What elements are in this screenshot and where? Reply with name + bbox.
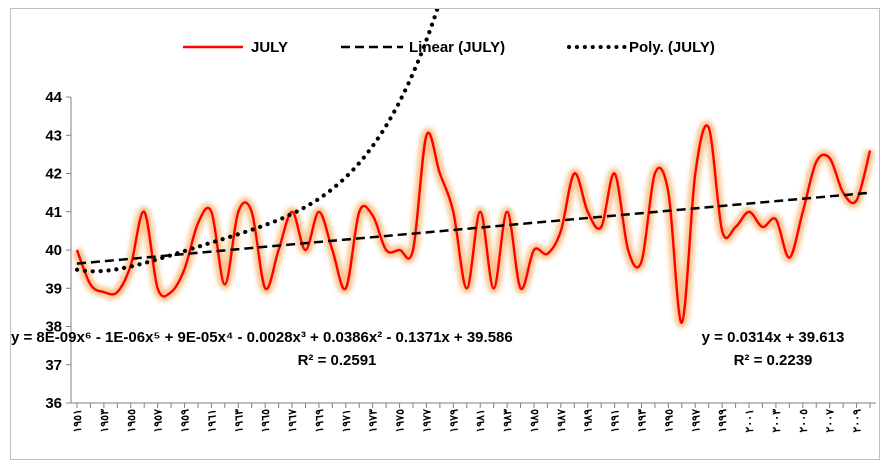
x-tick-label: ٢٠٠٧ (825, 409, 837, 433)
x-tick-label: ١٩٥٥ (126, 409, 138, 433)
x-tick-label: ١٩٨١ (475, 409, 487, 433)
x-tick-label: ٢٠٠١ (744, 409, 756, 433)
y-tick-label: 44 (45, 89, 62, 106)
poly-trendline (74, 0, 443, 274)
y-tick-label: 39 (45, 280, 62, 297)
poly-equation: y = 8E-09x⁶ - 1E-06x⁵ + 9E-05x⁴ - 0.0028… (11, 329, 513, 346)
x-tick-label: ١٩٦٧ (287, 409, 299, 433)
linear-trendline (76, 191, 871, 265)
legend: JULY Linear (JULY) Poly. (JULY) (183, 39, 715, 56)
y-tick-label: 41 (45, 204, 62, 221)
legend-label-july: JULY (251, 39, 288, 56)
x-tick-label: ١٩٥٣ (99, 409, 111, 433)
linear-equation: y = 0.0314x + 39.613 (702, 329, 845, 346)
x-tick-label: ٢٠٠٣ (771, 409, 783, 433)
x-tick-label: ١٩٨٥ (529, 409, 541, 433)
x-tick-label: ١٩٧٥ (395, 409, 407, 433)
x-tick-label: ١٩٨٩ (583, 409, 595, 433)
x-tick-label: ١٩٦٩ (314, 409, 326, 433)
x-tick-label: ٢٠٠٥ (798, 409, 810, 433)
chart-svg: JULY Linear (JULY) Poly. (JULY) 36 37 38 39… (11, 0, 876, 433)
linear-r2: R² = 0.2239 (734, 352, 813, 369)
x-tick-label: ١٩٦١ (206, 409, 218, 433)
y-tick-label: 37 (45, 357, 62, 374)
x-tick-label: ١٩٩٣ (637, 409, 649, 433)
x-tick-label: ١٩٩٧ (690, 409, 702, 433)
y-tick-label: 42 (45, 166, 62, 183)
x-ticks: ١٩٥١ ١٩٥٣ ١٩٥٥ ١٩٥٧ ١٩٥٩ ١٩٦١ ١٩٦٣ ١٩٦٥ ١٩٦٧ ١٩٦٩… (72, 403, 871, 433)
y-tick-label: 43 (45, 127, 62, 144)
y-tick-label: 38 (45, 319, 62, 336)
x-tick-label: ١٩٦٣ (233, 409, 245, 433)
poly-r2: R² = 0.2591 (298, 352, 377, 369)
annotations: y = 8E-09x⁶ - 1E-06x⁵ + 9E-05x⁴ - 0.0028… (11, 329, 844, 369)
july-line-glow (72, 120, 875, 328)
x-tick-label: ١٩٥٩ (180, 409, 192, 433)
legend-label-poly: Poly. (JULY) (629, 39, 715, 56)
x-tick-label: ١٩٧٩ (448, 409, 460, 433)
x-tick-label: ١٩٦٥ (260, 409, 272, 433)
x-tick-label: ١٩٩٥ (663, 409, 675, 433)
y-tick-label: 36 (45, 395, 62, 412)
x-tick-label: ١٩٧٣ (368, 409, 380, 433)
x-tick-label: ١٩٨٣ (502, 409, 514, 433)
july-line (75, 124, 872, 324)
x-tick-label: ١٩٩٩ (717, 409, 729, 433)
x-tick-label: ١٩٧١ (341, 409, 353, 433)
x-tick-label: ١٩٥١ (72, 409, 84, 433)
y-ticks: 36 37 38 39 40 41 42 43 44 (45, 89, 71, 412)
legend-label-linear: Linear (JULY) (409, 39, 505, 56)
x-tick-label: ١٩٥٧ (153, 409, 165, 433)
chart-frame: JULY Linear (JULY) Poly. (JULY) 36 37 38 39… (10, 0, 880, 460)
x-tick-label: ١٩٩١ (610, 409, 622, 433)
x-tick-label: ٢٠٠٩ (852, 409, 864, 433)
y-tick-label: 40 (45, 242, 62, 259)
x-tick-label: ١٩٧٧ (421, 409, 433, 433)
series-layer (72, 0, 875, 328)
x-tick-label: ١٩٨٧ (556, 409, 568, 433)
